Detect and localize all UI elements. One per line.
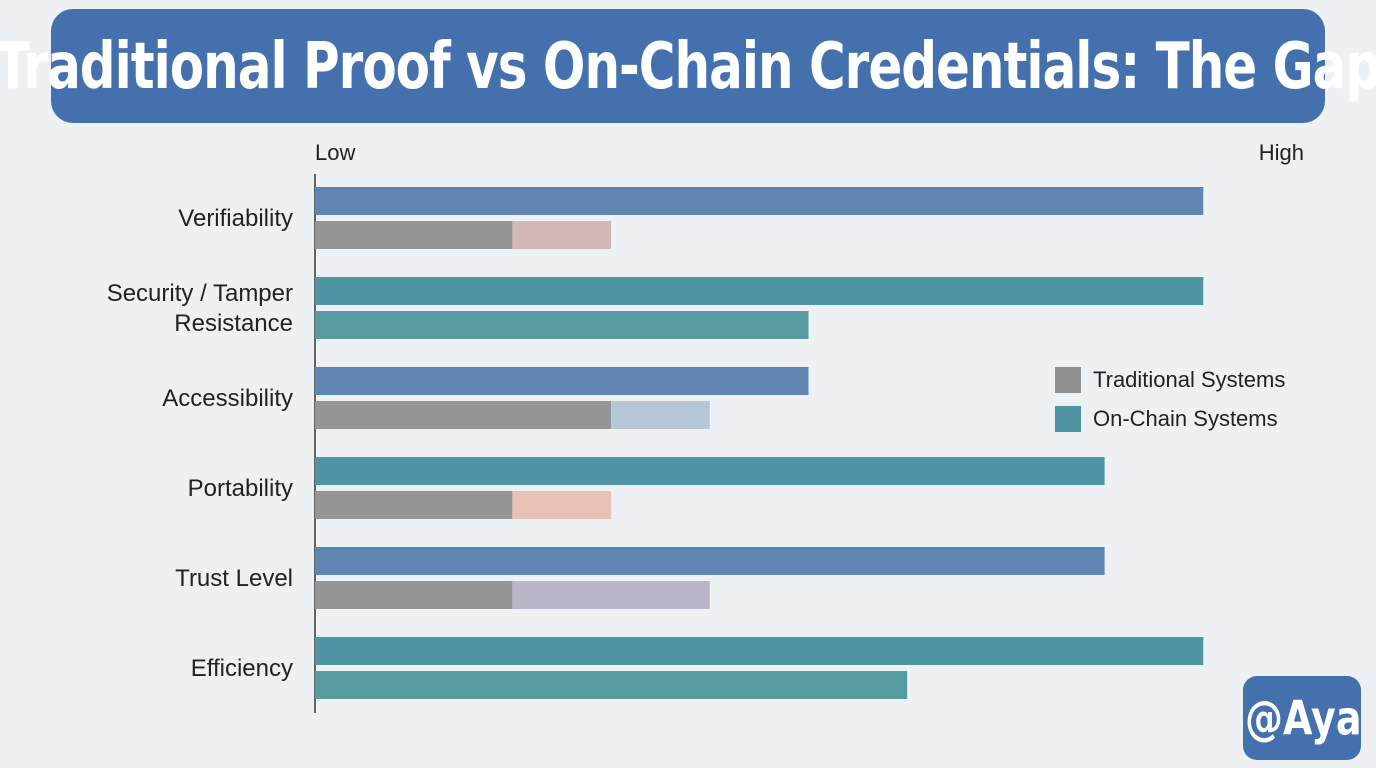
bar-top-row-1 <box>315 277 1204 305</box>
bar-bottom-row-3-seg-1 <box>512 491 612 519</box>
bar-bottom-row-2-seg-1 <box>611 401 710 429</box>
bar-bottom-row-4-seg-1 <box>512 581 710 609</box>
scale-high-label: High <box>1259 140 1304 165</box>
bar-top-row-2 <box>315 367 809 395</box>
author-badge: @AyaT <box>1243 676 1361 760</box>
legend-swatch-traditional <box>1055 367 1081 393</box>
bar-bottom-row-0-seg-1 <box>512 221 612 249</box>
bar-bottom-row-1-seg-0 <box>315 311 809 339</box>
chart-title: Traditional Proof vs On-Chain Credential… <box>0 28 1376 104</box>
title-banner: Traditional Proof vs On-Chain Credential… <box>0 9 1376 123</box>
bar-top-row-4 <box>315 547 1105 575</box>
bar-top-row-3 <box>315 457 1105 485</box>
legend-swatch-on-chain <box>1055 406 1081 432</box>
bar-bottom-row-2-seg-0 <box>315 401 612 429</box>
category-label-2: Accessibility <box>162 385 293 412</box>
bar-bottom-row-5-seg-0 <box>315 671 908 699</box>
scale-low-label: Low <box>315 140 355 165</box>
legend-label-traditional: Traditional Systems <box>1093 367 1286 392</box>
category-label-5: Efficiency <box>191 655 293 682</box>
category-label-1-line-1: Resistance <box>174 310 293 337</box>
bar-top-row-0 <box>315 187 1204 215</box>
category-label-4: Trust Level <box>175 565 293 592</box>
chart-legend: Traditional Systems On-Chain Systems <box>1055 366 1285 444</box>
author-handle: @AyaT <box>1245 690 1361 746</box>
legend-item-on-chain: On-Chain Systems <box>1055 405 1285 433</box>
legend-item-traditional: Traditional Systems <box>1055 366 1285 394</box>
bar-bottom-row-4-seg-0 <box>315 581 513 609</box>
bar-bottom-row-3-seg-0 <box>315 491 513 519</box>
bar-top-row-5 <box>315 637 1204 665</box>
legend-label-on-chain: On-Chain Systems <box>1093 406 1278 431</box>
bar-bottom-row-0-seg-0 <box>315 221 513 249</box>
category-label-3: Portability <box>188 475 293 502</box>
category-label-1-line-0: Security / Tamper <box>107 280 293 307</box>
category-label-0: Verifiability <box>178 205 293 232</box>
